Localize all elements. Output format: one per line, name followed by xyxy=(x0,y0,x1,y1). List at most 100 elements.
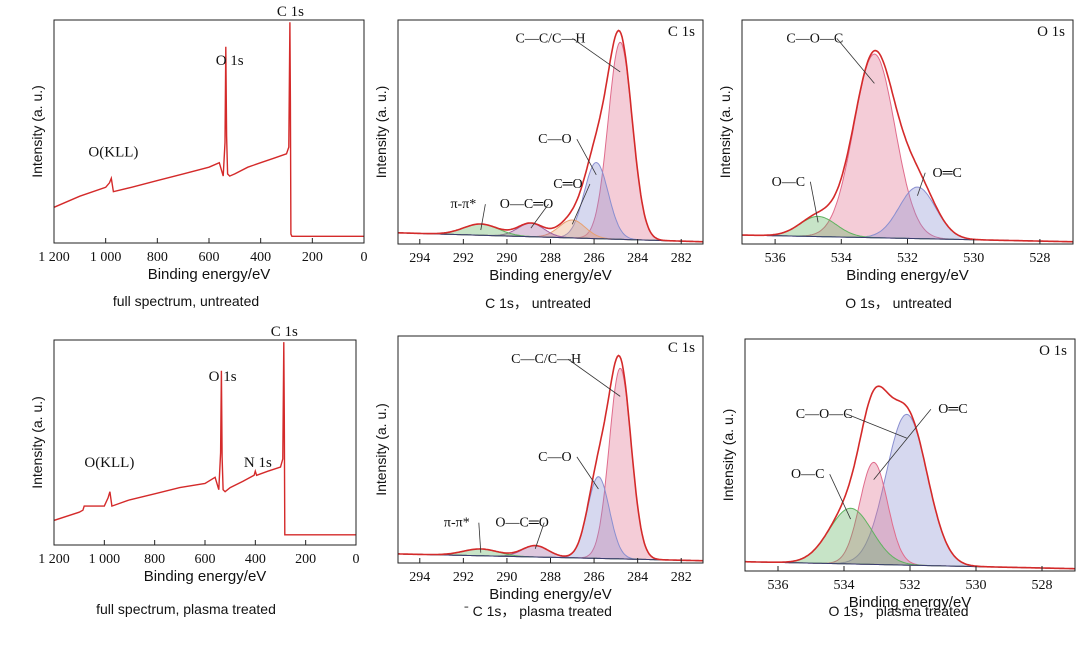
component-label: C═O xyxy=(553,177,582,192)
label-leader-line xyxy=(480,204,486,231)
x-tick-label: 528 xyxy=(1032,578,1053,593)
x-tick-label: 200 xyxy=(302,250,323,265)
label-leader-line xyxy=(567,358,621,397)
caption-survey-untreated: full spectrum, untreated xyxy=(112,293,260,309)
peak-annotation: O(KLL) xyxy=(84,455,134,471)
x-tick-label: 530 xyxy=(966,578,987,593)
peak-annotation: O 1s xyxy=(209,369,237,385)
label-leader-line xyxy=(530,203,549,229)
component-label: O—C═O xyxy=(495,516,548,531)
x-tick-label: 536 xyxy=(765,251,786,266)
x-tick-label: 286 xyxy=(584,251,605,266)
x-tick-label: 282 xyxy=(671,570,692,585)
x-tick-label: 532 xyxy=(897,251,918,266)
plot-area xyxy=(745,385,1075,570)
x-tick-label: 282 xyxy=(671,251,692,266)
caption-c1s-plasma: ˉ C 1s， plasma treated xyxy=(464,603,612,619)
plot-area xyxy=(398,29,703,243)
component-label: O—C xyxy=(772,175,805,190)
component-label: C—O—C xyxy=(796,407,853,422)
x-tick-label: 288 xyxy=(540,570,561,585)
envelope-line xyxy=(398,29,703,243)
label-leader-line xyxy=(478,522,482,553)
x-tick-label: 536 xyxy=(768,578,789,593)
label-leader-line xyxy=(917,172,926,196)
label-leader-line xyxy=(576,139,597,175)
x-tick-label: 290 xyxy=(496,570,517,585)
chart-o1s-untreated: 536 534 532 530 528 Binding energy/eV Intensit… xyxy=(717,19,1074,284)
chart-survey-plasma: 1 200 1 000 800 600 400 200 0 Binding energy/eV… xyxy=(29,324,360,585)
x-axis-label: Binding energy/eV xyxy=(144,568,267,585)
peak-component-0 xyxy=(745,413,1075,570)
component-label: π-π* xyxy=(444,516,470,531)
x-axis-label: Binding energy/eV xyxy=(148,266,271,283)
x-tick-label: 528 xyxy=(1029,251,1050,266)
plot-frame xyxy=(53,19,365,244)
panel-title: O 1s xyxy=(1039,343,1067,359)
chart-survey-untreated: 1 200 1 000 800 600 400 200 0 Binding energy/eV… xyxy=(29,4,368,283)
peak-annotation: C 1s xyxy=(277,4,304,20)
chart-o1s-plasma: 536 534 532 530 528 Binding energy/eV Intensit… xyxy=(720,338,1076,611)
x-tick-label: 1 200 xyxy=(38,552,70,567)
x-tick-label: 294 xyxy=(409,570,430,585)
label-leader-line xyxy=(846,413,907,439)
x-tick-label: 600 xyxy=(199,250,220,265)
plot-area xyxy=(54,342,356,536)
x-tick-label: 0 xyxy=(361,250,368,265)
x-axis-label: Binding energy/eV xyxy=(846,267,969,284)
label-leader-line xyxy=(829,474,851,520)
background-line xyxy=(398,553,703,562)
label-leader-line xyxy=(572,38,621,73)
y-axis-label: Intensity (a. u.) xyxy=(373,86,389,179)
label-leader-line xyxy=(809,181,819,223)
component-label: C—O xyxy=(538,450,571,465)
x-tick-label: 284 xyxy=(627,570,648,585)
label-leader-line xyxy=(873,408,932,480)
x-tick-label: 400 xyxy=(245,552,266,567)
panel-title: C 1s xyxy=(668,340,695,356)
envelope-line xyxy=(742,49,1073,243)
panel-title: C 1s xyxy=(668,24,695,40)
envelope-line xyxy=(398,354,703,562)
plot-area xyxy=(742,49,1073,243)
series-line xyxy=(54,342,356,536)
x-tick-label: 1 000 xyxy=(90,250,122,265)
plot-area xyxy=(398,354,703,562)
component-label: O═C xyxy=(938,402,967,417)
caption-o1s-plasma: O 1s， plasma treated xyxy=(828,603,969,619)
x-tick-label: 534 xyxy=(831,251,852,266)
x-axis-label: Binding energy/eV xyxy=(489,267,612,284)
y-axis-label: Intensity (a. u.) xyxy=(717,86,733,179)
component-label: π-π* xyxy=(450,197,476,212)
peak-annotation: C 1s xyxy=(271,324,298,340)
component-label: C—C/C—H xyxy=(515,31,585,46)
panel-survey-plasma: 1 200 1 000 800 600 400 200 0 Binding energy/eV… xyxy=(0,318,372,647)
panel-c1s-untreated: 294 292 290 288 286 284 282 Binding energy/eV In… xyxy=(362,0,714,318)
x-tick-label: 1 000 xyxy=(89,552,121,567)
panel-title: O 1s xyxy=(1037,24,1065,40)
x-tick-label: 0 xyxy=(353,552,360,567)
caption-survey-plasma: full spectrum, plasma treated xyxy=(96,601,276,617)
component-label: O—C xyxy=(791,467,824,482)
x-tick-label: 200 xyxy=(295,552,316,567)
label-leader-line xyxy=(571,183,591,225)
chart-c1s-untreated: 294 292 290 288 286 284 282 Binding energy/eV In… xyxy=(373,19,704,284)
component-label: C—O—C xyxy=(786,31,843,46)
panel-o1s-plasma: 536 534 532 530 528 Binding energy/eV Intensit… xyxy=(712,318,1085,647)
x-tick-label: 400 xyxy=(250,250,271,265)
y-axis-label: Intensity (a. u.) xyxy=(720,409,736,502)
component-label: O—C═O xyxy=(500,197,553,212)
x-tick-label: 530 xyxy=(963,251,984,266)
x-tick-label: 534 xyxy=(834,578,855,593)
caption-c1s-untreated: C 1s， untreated xyxy=(485,295,591,311)
x-axis-label: Binding energy/eV xyxy=(849,594,972,611)
caption-o1s-untreated: O 1s， untreated xyxy=(845,295,952,311)
x-tick-label: 288 xyxy=(540,251,561,266)
x-tick-label: 290 xyxy=(496,251,517,266)
x-tick-label: 292 xyxy=(453,570,474,585)
component-label: O═C xyxy=(933,166,962,181)
component-label: C—O xyxy=(538,132,571,147)
envelope-line xyxy=(745,385,1075,570)
x-tick-label: 1 200 xyxy=(38,250,70,265)
y-axis-label: Intensity (a. u.) xyxy=(373,403,389,496)
